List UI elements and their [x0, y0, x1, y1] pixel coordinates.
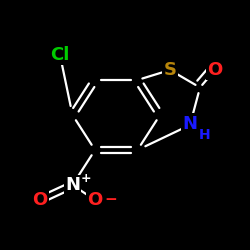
Text: N: N — [182, 116, 198, 134]
Text: O: O — [32, 191, 48, 209]
Text: −: − — [105, 192, 118, 208]
Text: O: O — [88, 191, 103, 209]
Text: +: + — [80, 172, 91, 185]
Text: N: N — [65, 176, 80, 194]
Text: H: H — [199, 128, 210, 142]
Text: Cl: Cl — [50, 46, 70, 64]
Text: O: O — [208, 61, 223, 79]
Text: S: S — [164, 61, 176, 79]
Text: N: N — [182, 115, 198, 133]
Text: H: H — [198, 128, 210, 142]
